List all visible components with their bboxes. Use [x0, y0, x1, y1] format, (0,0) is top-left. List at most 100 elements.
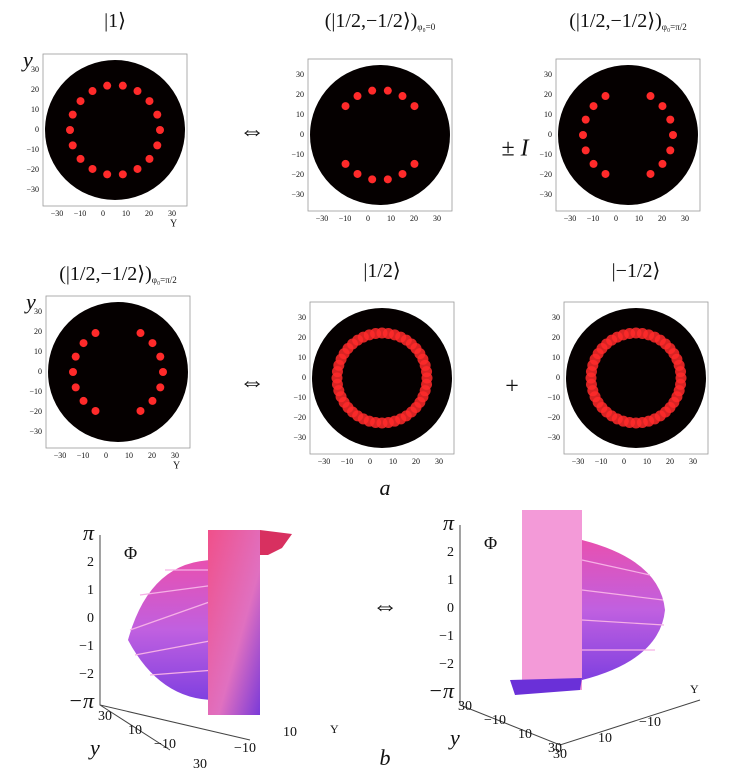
density-dot [80, 339, 88, 347]
y-tick-label: −10 [293, 393, 306, 402]
state-label: (|1/2,−1/2⟩)φ₀=π/2 [569, 10, 686, 32]
state: |1/2⟩ [363, 260, 400, 282]
z-tick-label: −1 [79, 639, 94, 654]
y-tick-label: 0 [556, 373, 560, 382]
y-tick-label: 20 [544, 90, 552, 99]
y-tick-label: 30 [544, 70, 552, 79]
x-tick-label: −10 [639, 715, 661, 730]
y-tick-label: −30 [547, 433, 560, 442]
density-dot [66, 126, 74, 134]
y-tick-label: −10 [26, 145, 39, 154]
x-tick-label: 20 [412, 457, 420, 466]
y-tick-label: 20 [31, 85, 39, 94]
state-subscript: φ₀=0 [417, 22, 435, 32]
y-tick-label: 20 [552, 333, 560, 342]
y-tick-label: −20 [293, 413, 306, 422]
density-dot [119, 170, 127, 178]
density-dot [579, 131, 587, 139]
x-tick-label: 30 [553, 747, 567, 762]
axis-label: Y [330, 722, 339, 736]
y-tick-label: 30 [98, 709, 112, 724]
state-subscript: φ₀=π/2 [662, 22, 687, 32]
y-tick-label: −10 [154, 737, 176, 752]
density-dot [368, 175, 376, 183]
density-plot: −30−1001020303020100−10−20−30|1⟩yY [21, 10, 187, 230]
z-tick-label: 2 [447, 545, 454, 560]
density-dot [354, 170, 362, 178]
axis-label: y [21, 47, 33, 72]
surface [208, 530, 260, 715]
y-tick-label: −10 [484, 713, 506, 728]
density-dot [156, 383, 164, 391]
density-dot [384, 175, 392, 183]
state: (|1/2,−1/2⟩) [569, 10, 662, 32]
density-dot [602, 92, 610, 100]
x-tick-label: 10 [283, 725, 297, 740]
axis-label: y [24, 289, 36, 314]
disk [310, 65, 450, 205]
x-tick-label: 0 [368, 457, 372, 466]
x-tick-label: 10 [387, 214, 395, 223]
density-plot: −30−1001020303020100−10−20−30(|1/2,−1/2⟩… [291, 10, 452, 223]
y-tick-label: 10 [128, 723, 142, 738]
x-tick-label: 20 [658, 214, 666, 223]
density-dot [658, 102, 666, 110]
z-tick-label: π [83, 520, 95, 545]
state: |−1/2⟩ [612, 260, 661, 282]
density-dot [72, 353, 80, 361]
x-tick-label: 10 [643, 457, 651, 466]
z-tick-label: −2 [439, 657, 454, 672]
x-tick-label: 10 [125, 451, 133, 460]
x-tick-label: −30 [564, 214, 577, 223]
density-dot [69, 141, 77, 149]
y-tick-label: 10 [298, 353, 306, 362]
density-dot [156, 353, 164, 361]
state-label: |1⟩ [104, 10, 126, 32]
y-tick-label: 0 [548, 130, 552, 139]
axis-label: Y [690, 682, 699, 696]
y-tick-label: −10 [291, 150, 304, 159]
y-tick-label: −30 [293, 433, 306, 442]
state-label: |1/2⟩ [363, 260, 400, 282]
y-tick-label: 0 [38, 367, 42, 376]
density-dot [399, 92, 407, 100]
density-dot [666, 116, 674, 124]
x-tick-label: 20 [410, 214, 418, 223]
y-tick-label: −30 [29, 427, 42, 436]
y-tick-label: 30 [296, 70, 304, 79]
surface [260, 530, 292, 555]
density-dot [602, 170, 610, 178]
x-tick-label: 30 [168, 209, 176, 218]
x-tick-label: 30 [433, 214, 441, 223]
x-tick-label: 30 [193, 757, 207, 772]
surface [510, 678, 582, 695]
density-dot [590, 102, 598, 110]
density-dot [156, 126, 164, 134]
density-dot [410, 160, 418, 168]
x-tick-label: 0 [366, 214, 370, 223]
axis-label: Φ [124, 543, 137, 563]
y-tick-label: 30 [552, 313, 560, 322]
x-tick-label: 10 [598, 731, 612, 746]
x-tick-label: −30 [54, 451, 67, 460]
y-tick-label: 20 [298, 333, 306, 342]
density-dot [153, 141, 161, 149]
x-tick-label: 30 [435, 457, 443, 466]
y-tick-label: 10 [552, 353, 560, 362]
density-dot [675, 366, 686, 377]
z-tick-label: 0 [447, 601, 454, 616]
density-dot [134, 87, 142, 95]
z-tick-label: −1 [439, 629, 454, 644]
state-label: (|1/2,−1/2⟩)φ₀=0 [325, 10, 436, 32]
operator: ⇔ [239, 116, 265, 145]
surface [582, 540, 665, 680]
z-tick-label: 1 [87, 583, 94, 598]
axis-label: Y [173, 460, 180, 471]
state: |1⟩ [104, 10, 126, 32]
x-tick-label: 10 [122, 209, 130, 218]
x-tick-label: 10 [635, 214, 643, 223]
density-dot [153, 111, 161, 119]
y-tick-label: −20 [539, 170, 552, 179]
